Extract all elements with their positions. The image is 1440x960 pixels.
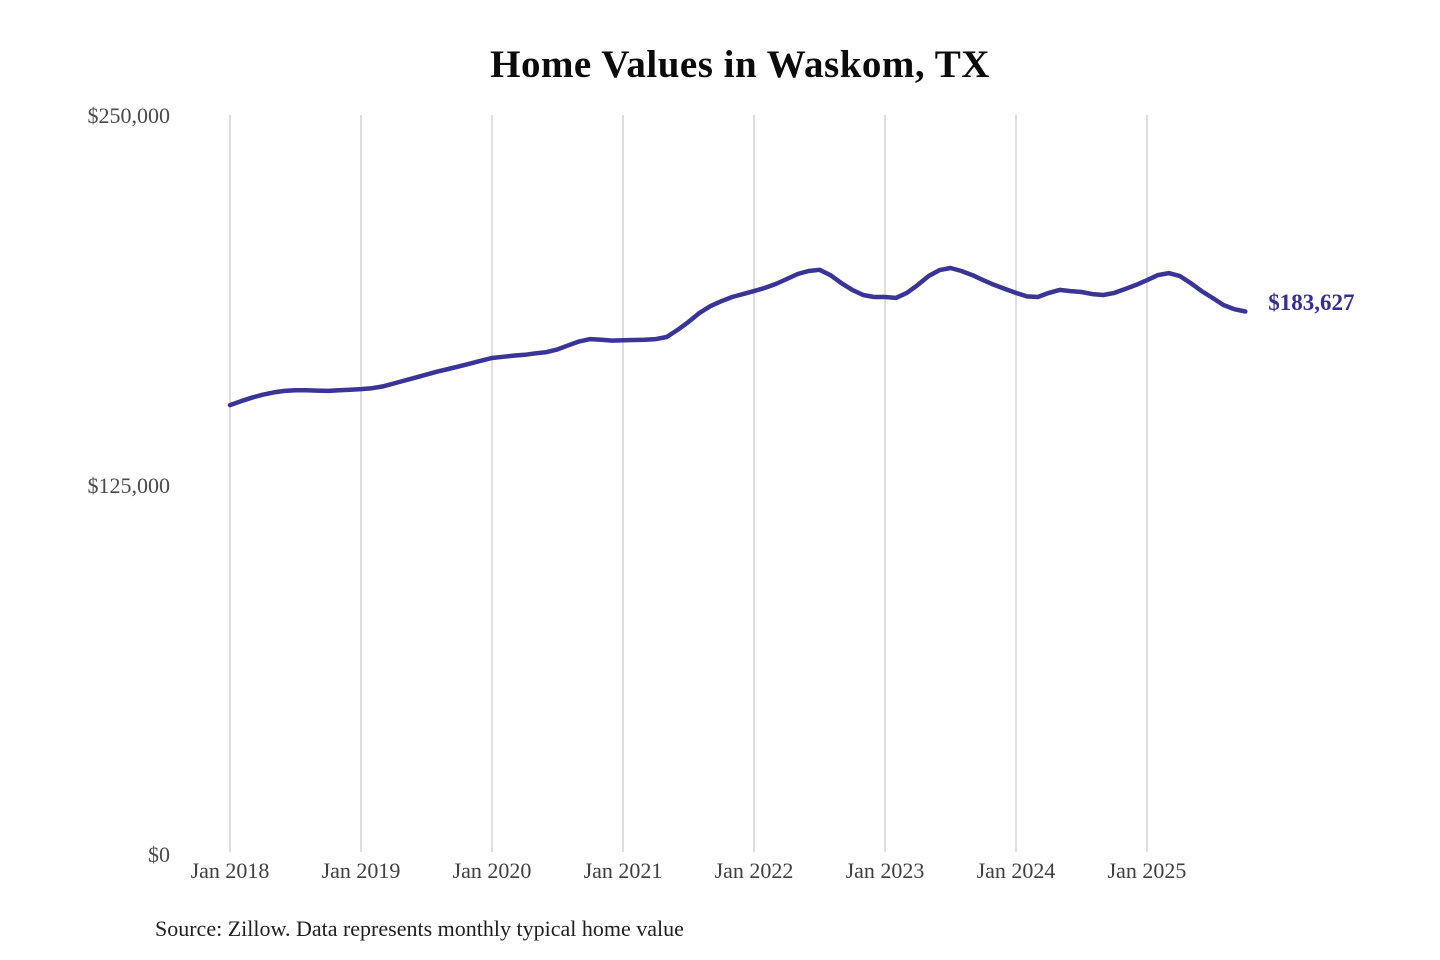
- y-axis-tick-125000: $125,000: [87, 473, 171, 498]
- x-axis-tick-jan-2018: Jan 2018: [190, 858, 270, 883]
- x-axis-tick-jan-2020: Jan 2020: [452, 858, 532, 883]
- y-axis-tick-0: $0: [148, 842, 170, 867]
- x-axis-tick-jan-2022: Jan 2022: [714, 858, 794, 883]
- x-axis-tick-jan-2023: Jan 2023: [845, 858, 925, 883]
- x-axis-tick-jan-2019: Jan 2019: [321, 858, 401, 883]
- x-axis-tick-jan-2024: Jan 2024: [976, 858, 1056, 883]
- latest-value-label: $183,627: [1268, 290, 1355, 316]
- chart-title: Home Values in Waskom, TX: [490, 43, 990, 86]
- vertical-gridlines: [229, 115, 1148, 852]
- x-axis-tick-jan-2025: Jan 2025: [1107, 858, 1187, 883]
- home-value-line-series: [227, 265, 1248, 408]
- source-note: Source: Zillow. Data represents monthly …: [155, 916, 684, 941]
- y-axis-tick-250000: $250,000: [87, 103, 171, 128]
- x-axis-tick-jan-2021: Jan 2021: [583, 858, 663, 883]
